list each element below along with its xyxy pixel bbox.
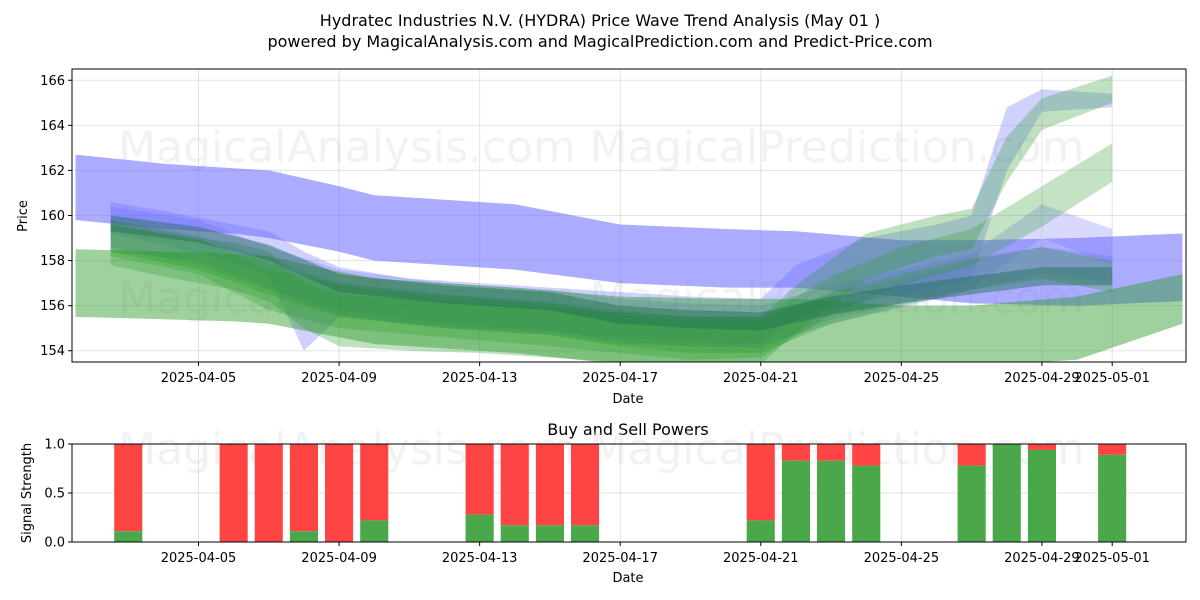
top-y-axis-label: Price	[16, 200, 31, 232]
buy-power-bar	[535, 525, 564, 542]
buy-power-bar	[817, 460, 846, 542]
buy-power-bar	[781, 460, 810, 542]
sell-power-bar	[957, 444, 986, 466]
top-y-tick-label: 166	[40, 74, 65, 89]
top-y-tick-label: 156	[40, 299, 65, 314]
bottom-y-axis-label: Signal Strength	[20, 443, 35, 543]
top-x-tick-label: 2025-04-21	[723, 371, 799, 386]
sell-power-bar	[325, 444, 354, 542]
top-watermarks: MagicalAnalysis.com MagicalPrediction.co…	[118, 122, 1084, 324]
buy-power-bar	[114, 531, 143, 542]
bottom-x-axis-label: Date	[612, 571, 643, 586]
bottom-y-tick-label: 0.0	[44, 536, 65, 551]
sell-power-bar	[571, 444, 600, 526]
buy-power-bar	[500, 525, 529, 542]
chart-title-line1: Hydratec Industries N.V. (HYDRA) Price W…	[320, 11, 880, 30]
sell-power-bar	[781, 444, 810, 461]
bottom-y-tick-label: 1.0	[44, 438, 65, 453]
bottom-chart-title: Buy and Sell Powers	[547, 420, 709, 439]
sell-power-bar	[500, 444, 529, 526]
sell-power-bar	[817, 444, 846, 461]
watermark-analysis-middle: MagicalAnalysis.com	[118, 273, 576, 324]
sell-power-bar	[852, 444, 881, 466]
band-blue-band-4	[110, 220, 1113, 347]
top-y-tick-label: 160	[40, 209, 65, 224]
bottom-y-ticks: 0.0 0.5 1.0	[44, 438, 72, 551]
sell-power-bar	[114, 444, 143, 532]
sell-power-bar	[289, 444, 318, 532]
buy-power-bar	[1098, 454, 1127, 542]
watermark-prediction-top: MagicalPrediction.com	[590, 122, 1085, 173]
sell-power-bar	[746, 444, 775, 521]
band-green-wide-band	[75, 249, 1183, 362]
sell-power-bar	[465, 444, 494, 515]
band-teal-core-band	[110, 215, 1113, 331]
top-x-ticks: 2025-04-05 2025-04-09 2025-04-13 2025-04-17…	[161, 362, 1150, 386]
buy-power-bar	[465, 514, 494, 542]
top-x-tick-label: 2025-04-29	[1004, 371, 1080, 386]
buy-power-bar	[571, 525, 600, 542]
buy-power-bar	[957, 465, 986, 542]
buy-power-bar	[289, 531, 318, 542]
band-blue-band-2	[110, 89, 1113, 351]
chart-title-line2: powered by MagicalAnalysis.com and Magic…	[267, 32, 932, 51]
band-green-band-4	[110, 224, 1113, 353]
top-x-tick-label: 2025-04-25	[864, 371, 940, 386]
sell-power-bar	[254, 444, 283, 542]
sell-power-bar	[535, 444, 564, 526]
buy-power-bar	[852, 465, 881, 542]
top-x-tick-label: 2025-04-17	[582, 371, 658, 386]
buy-power-bar	[360, 520, 389, 542]
buy-power-bar	[992, 444, 1021, 542]
bottom-x-tick-label: 2025-04-25	[864, 551, 940, 566]
watermark-analysis-top: MagicalAnalysis.com	[118, 122, 576, 173]
band-blue-wide-band	[75, 154, 1183, 306]
sell-power-bar	[1098, 444, 1127, 455]
sell-power-bar	[219, 444, 248, 542]
top-y-tick-label: 162	[40, 164, 65, 179]
bottom-x-tick-label: 2025-04-21	[723, 551, 799, 566]
top-y-tick-label: 158	[40, 254, 65, 269]
bottom-x-tick-label: 2025-04-17	[582, 551, 658, 566]
bottom-x-tick-label: 2025-04-09	[301, 551, 377, 566]
signal-bars	[114, 444, 1127, 542]
bottom-y-tick-label: 0.5	[44, 487, 65, 502]
bottom-x-tick-label: 2025-04-13	[442, 551, 518, 566]
top-x-tick-label: 2025-05-01	[1074, 371, 1150, 386]
top-x-tick-label: 2025-04-13	[442, 371, 518, 386]
band-blue-band-3	[110, 204, 1113, 349]
top-x-tick-label: 2025-04-09	[301, 371, 377, 386]
sell-power-bar	[360, 444, 389, 521]
sell-power-bar	[1027, 444, 1056, 450]
top-x-axis-label: Date	[612, 392, 643, 407]
top-x-tick-label: 2025-04-05	[161, 371, 237, 386]
top-y-tick-label: 154	[40, 344, 65, 359]
top-y-tick-label: 164	[40, 119, 65, 134]
price-bands	[75, 75, 1183, 362]
band-green-band-3	[110, 143, 1113, 360]
top-y-ticks: 154 156 158 160 162 164 166	[40, 74, 72, 359]
bottom-x-tick-label: 2025-04-05	[161, 551, 237, 566]
bottom-x-tick-label: 2025-05-01	[1074, 551, 1150, 566]
bottom-x-ticks: 2025-04-05 2025-04-09 2025-04-13 2025-04-17…	[161, 542, 1150, 566]
buy-power-bar	[746, 520, 775, 542]
buy-power-bar	[1027, 449, 1056, 542]
bottom-x-tick-label: 2025-04-29	[1004, 551, 1080, 566]
